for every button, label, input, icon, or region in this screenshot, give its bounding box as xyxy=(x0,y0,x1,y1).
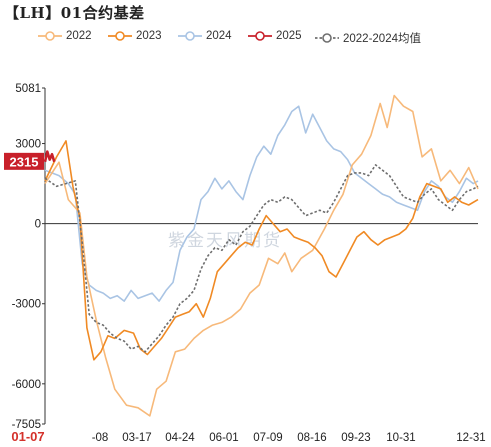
legend-label: 2022-2024均值 xyxy=(343,33,421,45)
legend-label: 2022 xyxy=(66,30,92,42)
legend-item-3[interactable]: 2025 xyxy=(248,30,302,42)
legend-item-0[interactable]: 2022 xyxy=(38,30,92,42)
x-tick-label: 01-07 xyxy=(11,429,44,444)
chart-title: 【LH】01合约基差 xyxy=(4,4,145,22)
legend-label: 2025 xyxy=(276,30,302,42)
watermark: 紫金天风期货 xyxy=(168,231,282,251)
legend-item-4[interactable]: 2022-2024均值 xyxy=(315,30,421,46)
legend-swatch xyxy=(38,31,62,41)
y-tick-label: 0 xyxy=(35,219,41,231)
y-tick-label: 5081 xyxy=(15,83,41,95)
legend-swatch xyxy=(178,31,202,41)
series-line-2 xyxy=(44,105,479,302)
y-tick-label: -3000 xyxy=(12,299,41,311)
x-tick-label: 06-01 xyxy=(209,432,238,444)
x-tick-label: 10-31 xyxy=(386,432,415,444)
x-tick-label: 03-17 xyxy=(122,432,151,444)
x-tick-label: 12-31 xyxy=(456,432,485,444)
x-tick-labels: 01-07 -08 03-17 04-24 06-01 07-09 08-16 09-23 10… xyxy=(11,429,485,444)
y-tick-labels: 5081 3000 0 -3000 -6000 -7505 xyxy=(12,83,45,431)
legend-swatch xyxy=(315,33,339,43)
x-tick-label: 04-24 xyxy=(165,432,195,444)
legend-swatch xyxy=(248,31,272,41)
legend-label: 2024 xyxy=(206,30,232,42)
last-value-label: 2315 xyxy=(4,152,44,170)
last-value-text: 2315 xyxy=(10,154,39,169)
y-tick-label: 3000 xyxy=(15,139,41,151)
series-line-0 xyxy=(44,94,479,417)
x-tick-label: 07-09 xyxy=(253,432,282,444)
y-tick-label: -7505 xyxy=(12,419,41,431)
series-lines xyxy=(43,94,479,417)
legend: 2022 2023 2024 2025 2022-2024均值 xyxy=(0,30,491,50)
x-tick-label: 09-23 xyxy=(341,432,370,444)
y-tick-label: -6000 xyxy=(12,379,41,391)
series-line-4 xyxy=(44,164,479,353)
legend-label: 2023 xyxy=(136,30,162,42)
series-line-3 xyxy=(43,150,56,163)
series-line-1 xyxy=(44,140,479,361)
legend-item-1[interactable]: 2023 xyxy=(108,30,162,42)
last-value-badge xyxy=(4,152,44,170)
x-tick-label: -08 xyxy=(92,432,109,444)
legend-item-2[interactable]: 2024 xyxy=(178,30,232,42)
legend-swatch xyxy=(108,31,132,41)
x-tick-label: 08-16 xyxy=(297,432,326,444)
